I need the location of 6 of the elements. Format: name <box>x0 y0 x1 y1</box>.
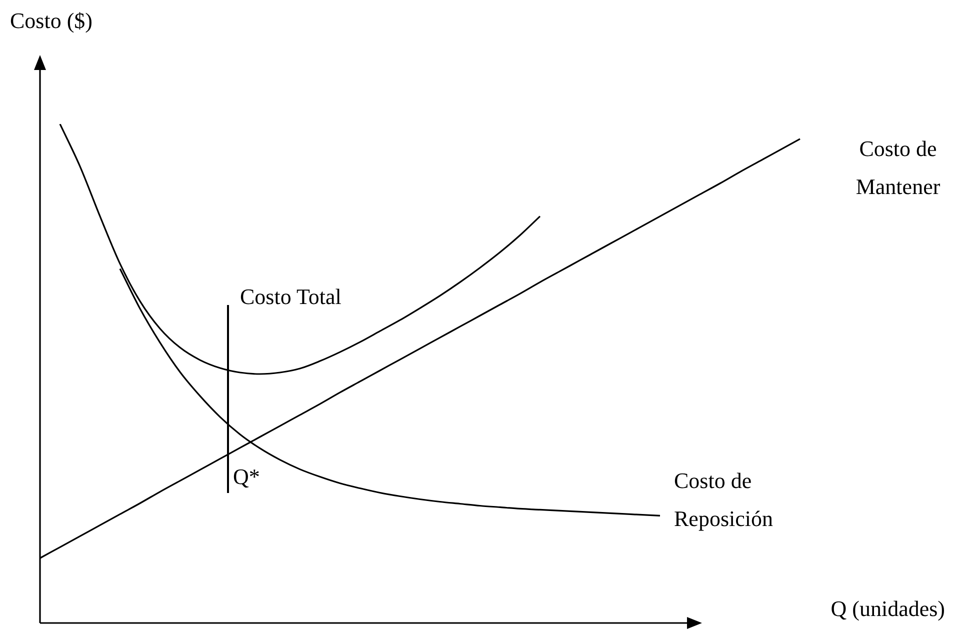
annotation: Q* <box>233 464 260 489</box>
series-label: Costo de Reposición <box>674 468 773 531</box>
series-label: Costo Total <box>240 284 342 309</box>
y-axis-title: Costo ($) <box>10 8 92 33</box>
x-axis-title: Q (unidades) <box>830 596 945 621</box>
text: Costo de Mantener <box>856 136 941 199</box>
